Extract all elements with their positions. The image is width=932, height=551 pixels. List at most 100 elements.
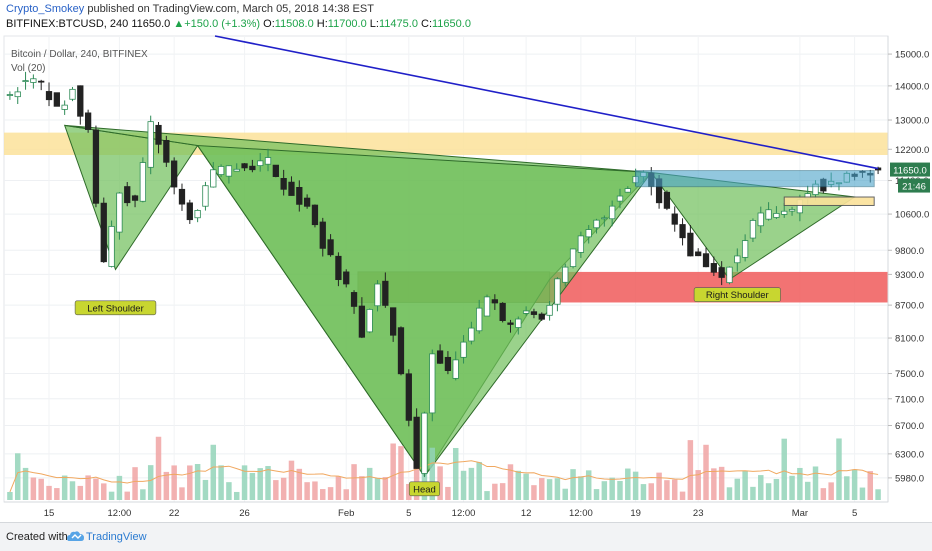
volume-bar: [210, 444, 217, 500]
candle-body: [69, 88, 76, 100]
consolidation-box: [635, 170, 875, 188]
y-axis[interactable]: 15000.014000.013000.012200.011400.010600…: [888, 50, 929, 485]
tradingview-brand[interactable]: TradingView: [86, 531, 147, 543]
timer-tag-label: 21:46: [902, 182, 926, 193]
price-chart[interactable]: Bitcoin / Dollar, 240, BITFINEX Vol (20)…: [0, 0, 932, 522]
volume-bar: [742, 470, 748, 500]
volume-bar: [38, 478, 44, 500]
candle-body: [225, 165, 233, 177]
volume-bar: [343, 489, 349, 500]
candle-body: [429, 353, 436, 414]
volume-bar: [570, 469, 576, 500]
volume-bar: [844, 476, 850, 500]
volume-bar: [601, 481, 608, 500]
volume-bar: [703, 444, 709, 500]
last-price-tag-label: 11650.0: [893, 166, 927, 177]
volume-bar: [851, 469, 858, 500]
volume-bar: [374, 477, 381, 500]
y-tick-label: 9800.0: [895, 246, 924, 257]
candle-body: [515, 318, 522, 328]
candle-body: [194, 210, 201, 219]
volume-bar: [187, 465, 193, 500]
candle-body: [272, 164, 279, 177]
volume-bar: [296, 468, 303, 500]
volume-bar: [578, 476, 584, 500]
candle-body: [124, 186, 131, 204]
volume-bar: [413, 457, 420, 500]
volume-bar: [546, 479, 553, 500]
y-tick-label: 8100.0: [895, 334, 924, 345]
volume-bar: [812, 466, 819, 500]
volume-bar: [233, 491, 240, 500]
volume-bar: [147, 465, 154, 500]
right-shoulder-label: Right Shoulder: [706, 290, 769, 301]
candle-body: [741, 240, 749, 258]
volume-bar: [867, 471, 874, 500]
volume-bar: [194, 464, 201, 500]
volume-bar: [507, 464, 514, 500]
volume-bar: [445, 486, 451, 500]
y-tick-label: 7500.0: [895, 369, 924, 380]
volume-bar: [335, 476, 342, 500]
candles: [6, 71, 882, 478]
candle-body: [139, 162, 147, 202]
pattern-labels: Left Shoulder Head Right Shoulder: [74, 287, 781, 497]
up-arrow-icon: ▲: [173, 18, 185, 30]
symbol-label: BITFINEX:BTCUSD, 240: [6, 18, 129, 30]
candle-body: [163, 140, 170, 163]
volume-bar: [711, 468, 717, 500]
volume-bar: [476, 461, 482, 500]
y-tick-label: 10600.0: [895, 210, 929, 221]
y-tick-label: 5980.0: [895, 473, 924, 484]
volume-bar: [773, 478, 780, 500]
candle-body: [257, 160, 264, 166]
candle-body: [538, 313, 545, 320]
candle-body: [280, 178, 287, 190]
candle-body: [374, 283, 381, 307]
volume-bar: [585, 470, 592, 500]
candle-body: [569, 248, 577, 267]
x-axis[interactable]: 15 12:00 22 26 Feb 5 12:00 12 12:00 19 23 Mar 5: [44, 508, 858, 519]
volume-bar: [351, 464, 357, 500]
left-shoulder-label: Left Shoulder: [87, 303, 144, 314]
volume-bar: [85, 475, 91, 500]
volume-bar: [539, 478, 545, 500]
candle-body: [116, 192, 123, 233]
volume-bar: [406, 483, 412, 500]
candle-body: [343, 271, 350, 285]
candle-body: [522, 310, 530, 314]
x-tick-label: 12: [521, 508, 532, 519]
volume-bar: [241, 465, 248, 500]
candle-body: [131, 195, 139, 201]
candle-body: [702, 253, 710, 268]
last-price-tag: [890, 162, 930, 177]
author-link[interactable]: Crypto_Smokey: [6, 3, 85, 15]
volume-bar: [648, 483, 655, 500]
volume-bar: [804, 481, 811, 500]
volume-bar: [789, 475, 795, 500]
candle-body: [397, 327, 405, 375]
volume-bar: [671, 479, 678, 500]
volume-bar: [273, 480, 279, 500]
candle-body: [436, 350, 444, 364]
volume-bar: [492, 483, 498, 500]
volume-bar: [265, 466, 271, 500]
volume-bar: [132, 467, 138, 500]
candle-body: [499, 302, 506, 321]
x-tick-label: 22: [169, 508, 180, 519]
candle-body: [749, 220, 757, 239]
candle-body: [554, 278, 561, 305]
volume-bar: [609, 477, 615, 500]
volume-bar: [452, 447, 459, 500]
x-tick-label: 19: [630, 508, 641, 519]
volume-bar: [554, 478, 561, 500]
volume-bar: [101, 483, 107, 500]
volume-bar: [257, 468, 263, 500]
candle-body: [718, 267, 725, 278]
close-value: 11650.0: [432, 18, 471, 30]
volume-bar: [155, 436, 162, 500]
candle-body: [84, 112, 92, 130]
candle-body: [624, 188, 631, 193]
tradingview-cloud-icon: [67, 531, 84, 541]
volume-bar: [30, 477, 37, 500]
